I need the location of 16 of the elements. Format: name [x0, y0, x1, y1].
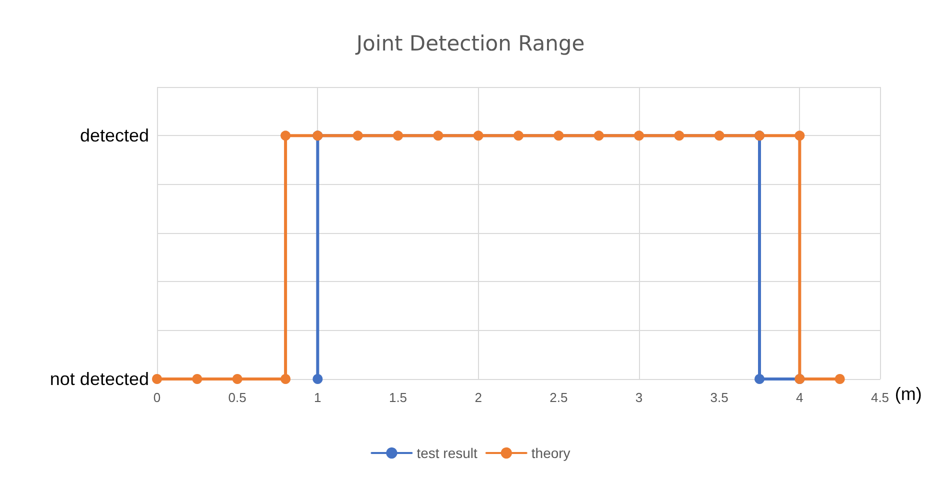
x-tick-label: 3.5: [710, 390, 728, 405]
chart-title: Joint Detection Range: [354, 32, 585, 56]
legend-label: theory: [531, 445, 570, 461]
x-tick-label: 4: [796, 390, 804, 405]
legend-label: test result: [416, 445, 478, 461]
x-tick-label: 2.5: [550, 390, 568, 405]
text: detected: [80, 126, 149, 146]
x-axis-title: (m): [894, 384, 922, 404]
x-tick-label: 0: [153, 390, 161, 405]
x-tick-label: 2: [474, 390, 482, 405]
x-tick-label: 1: [314, 390, 322, 405]
x-tick-label: 1.5: [388, 390, 408, 405]
x-tick-label: 4.5: [870, 390, 890, 405]
x-tick-label: 0.5: [228, 390, 246, 405]
text: not detected: [50, 369, 149, 389]
x-tick-label: 3: [635, 390, 643, 405]
